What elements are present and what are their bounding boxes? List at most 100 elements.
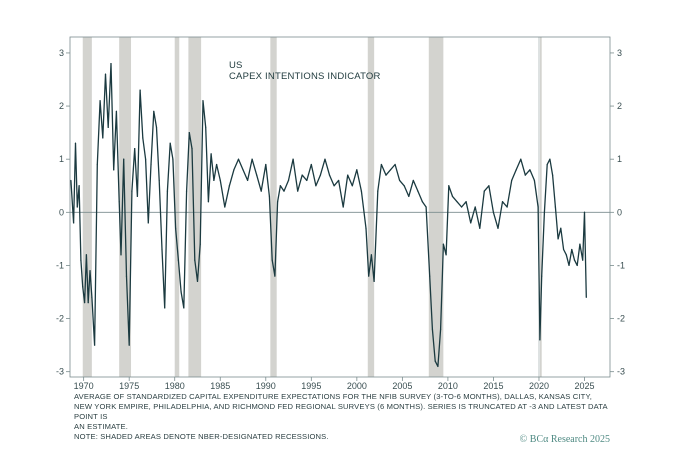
data-point (228, 185, 230, 187)
data-point (465, 201, 467, 203)
data-point (431, 328, 434, 330)
data-point (76, 206, 78, 208)
x-tick-label: 1975 (119, 381, 139, 391)
x-tick-label: 1995 (301, 381, 321, 391)
chart-title: US (229, 60, 243, 71)
data-point (142, 137, 144, 139)
data-point (107, 126, 109, 128)
data-point (524, 174, 526, 176)
y-tick-label-left: 3 (59, 48, 64, 58)
data-point (492, 211, 495, 213)
data-point (437, 365, 439, 367)
data-point (319, 174, 322, 176)
y-tick-label-left: 2 (59, 101, 64, 111)
x-tick-label: 1985 (210, 381, 230, 391)
x-tick-label: 2015 (483, 381, 503, 391)
data-point (365, 227, 367, 229)
data-point (403, 185, 405, 187)
data-point (529, 169, 531, 171)
data-point (139, 89, 141, 91)
data-point (380, 163, 383, 166)
data-point (370, 254, 373, 256)
data-point (394, 163, 396, 166)
data-point (118, 201, 120, 203)
data-point (328, 174, 331, 176)
data-point (579, 243, 581, 245)
data-point (237, 158, 240, 160)
data-point (488, 185, 490, 187)
y-tick-label-right: -2 (617, 314, 625, 324)
data-point (74, 142, 77, 144)
data-point (164, 307, 166, 309)
data-point (342, 206, 344, 208)
data-point (301, 174, 303, 176)
y-tick-label-left: -2 (56, 314, 64, 324)
data-point (172, 158, 174, 160)
data-point (268, 195, 271, 197)
data-point (576, 264, 578, 267)
data-point (368, 275, 370, 277)
data-point (175, 227, 177, 229)
data-point (233, 169, 235, 171)
footnote: AVERAGE OF STANDARDIZED CAPITAL EXPENDIT… (74, 392, 614, 442)
data-point (246, 179, 249, 182)
data-point (333, 185, 335, 187)
data-point (417, 190, 419, 192)
data-point (102, 137, 104, 139)
data-point (573, 259, 576, 261)
data-point (385, 174, 387, 176)
data-point (89, 270, 91, 272)
data-point (91, 296, 93, 298)
data-point (356, 169, 358, 171)
data-point (99, 100, 101, 102)
data-point (582, 259, 584, 261)
data-point (183, 307, 185, 309)
data-point (104, 73, 107, 75)
data-point (399, 179, 401, 182)
x-tick-label: 1980 (165, 381, 185, 391)
footnote-line: AN ESTIMATE. (74, 422, 128, 431)
data-point (310, 163, 312, 166)
data-point (474, 206, 476, 208)
data-point (80, 259, 82, 261)
data-point (429, 275, 431, 277)
data-point (110, 62, 112, 65)
data-point (287, 179, 290, 182)
recession-band (82, 37, 92, 377)
data-point (265, 163, 267, 166)
data-point (158, 179, 160, 182)
data-point (82, 286, 84, 288)
y-tick-label-right: 1 (617, 154, 622, 164)
y-tick-label-right: -1 (617, 260, 625, 270)
footnote-line: NEW YORK EMPIRE, PHILADELPHIA, AND RICHM… (74, 402, 608, 421)
y-tick-label-left: 0 (59, 207, 64, 217)
data-point (520, 158, 522, 160)
data-point (73, 222, 75, 224)
data-point (177, 259, 179, 261)
data-point (571, 248, 573, 251)
source-credit: © BCα Research 2025 (519, 434, 610, 445)
y-tick-label-right: 3 (617, 48, 622, 58)
data-point (306, 179, 308, 182)
data-point (557, 238, 559, 240)
footnote-line: AVERAGE OF STANDARDIZED CAPITAL EXPENDIT… (74, 392, 592, 401)
data-point (479, 227, 481, 229)
data-point (543, 211, 546, 213)
recession-bands (82, 37, 542, 377)
data-point (271, 259, 273, 261)
data-point (113, 169, 115, 171)
data-point (389, 169, 392, 171)
axis-ticks: -3 -3 -2 -2 -1 -1 0 0 1 1 2 2 3 3 1970 1975 1980 1985 1990… (56, 48, 625, 391)
data-point (115, 110, 118, 112)
data-point (549, 158, 551, 160)
data-point (70, 179, 72, 182)
x-tick-label: 2020 (529, 381, 549, 391)
x-tick-label: 2005 (392, 381, 412, 391)
recession-band (539, 37, 542, 377)
data-point (136, 195, 138, 197)
data-point (207, 201, 210, 203)
data-point (196, 280, 199, 282)
data-point (185, 190, 188, 192)
data-point (78, 185, 80, 187)
data-point (251, 158, 253, 160)
